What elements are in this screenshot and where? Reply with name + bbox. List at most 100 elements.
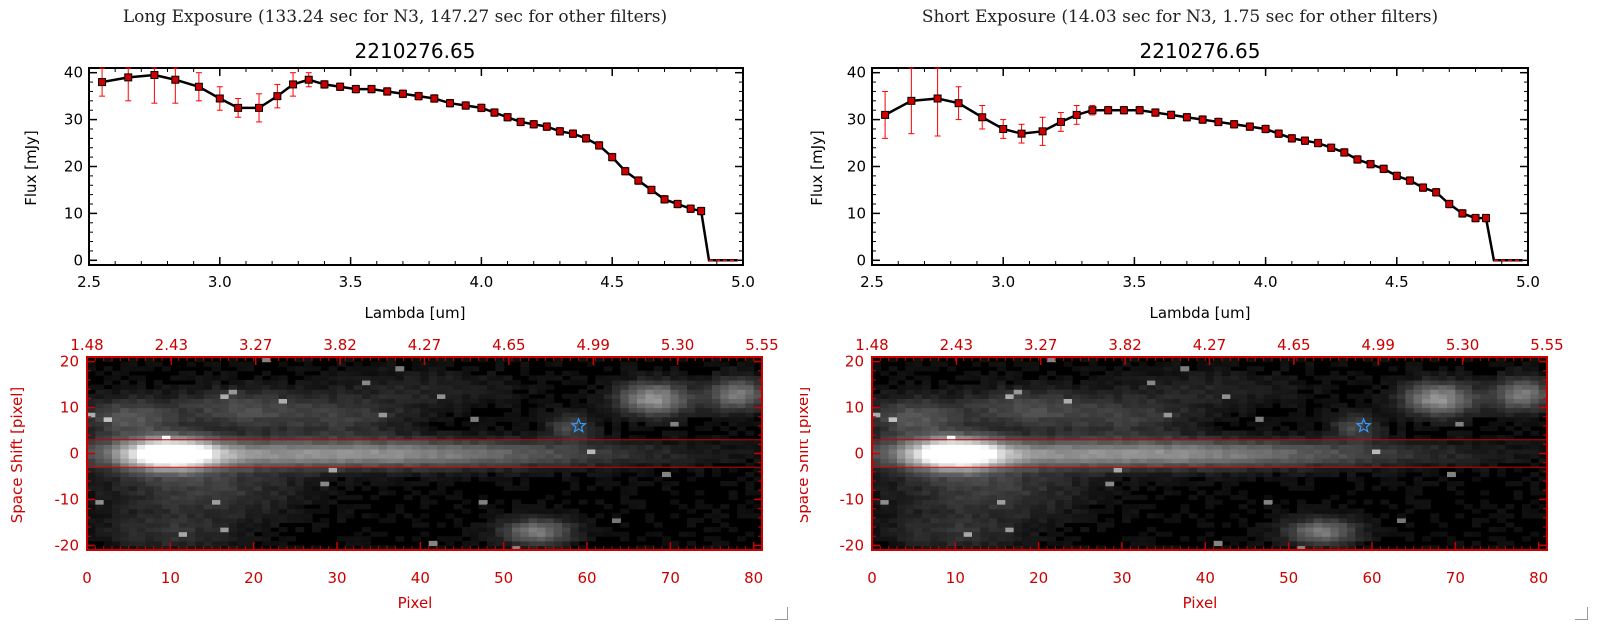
image-pixel [905,467,915,473]
image-pixel [972,508,981,514]
image-pixel [203,522,213,528]
image-pixel [245,435,255,441]
image-pixel [737,416,746,422]
image-pixel [1088,453,1098,459]
image-pixel [670,545,680,551]
image-pixel [753,504,763,510]
image-pixel [328,421,338,427]
image-pixel [145,499,155,505]
image-pixel [980,439,990,445]
image-pixel [930,508,940,514]
data-point [1353,155,1362,164]
image-pixel [913,435,923,441]
image-pixel [453,430,463,436]
image-pixel [270,481,280,487]
image-pixel [628,490,638,496]
image-pixel [653,398,663,404]
image-pixel [453,467,463,473]
image-pixel [137,453,146,459]
image-pixel [1172,517,1181,524]
image-pixel [228,540,238,547]
image-pixel [1155,453,1165,459]
image-pixel [220,481,230,487]
image-pixel [228,435,238,441]
image-pixel [570,517,580,524]
image-pixel [345,476,355,482]
image-pixel [997,522,1006,528]
image-pixel [112,412,121,418]
image-pixel [1030,527,1040,533]
image-pixel [637,545,646,551]
image-pixel [1088,412,1098,418]
image-pixel [553,453,563,459]
image-pixel [1163,366,1173,372]
image-pixel [745,531,755,537]
image-pixel [195,485,205,491]
image-pixel [353,375,363,381]
image-pixel [603,448,613,455]
image-pixel [428,398,438,404]
image-pixel [537,513,546,519]
top-tick-label: 4.65 [492,336,525,354]
image-pixel [362,366,371,372]
image-pixel [947,481,956,487]
image-pixel [328,393,338,399]
image-pixel [245,490,255,496]
image-pixel [1213,416,1223,422]
image-pixel [1205,439,1215,445]
image-pixel [412,430,421,436]
image-pixel [112,490,121,496]
image-pixel [387,517,396,524]
image-pixel [1147,398,1156,404]
image-pixel [972,517,981,524]
image-pixel [495,425,505,432]
image-pixel [1122,384,1131,390]
image-pixel [362,448,371,455]
image-pixel [312,471,321,478]
image-pixel [1105,453,1115,459]
image-pixel [478,402,488,409]
image-pixel [1163,476,1173,482]
image-pixel [220,389,230,395]
image-pixel [872,435,881,441]
image-pixel [1055,462,1065,468]
image-pixel [1163,545,1173,551]
image-pixel [328,384,338,390]
image-pixel [872,481,881,487]
image-pixel [603,416,613,422]
image-pixel [170,407,180,413]
image-pixel [495,393,505,399]
resize-grip[interactable] [775,607,788,620]
image-pixel [412,458,421,464]
image-pixel [1055,389,1065,395]
image-pixel [905,485,915,491]
image-pixel [737,389,746,395]
image-pixel [203,545,213,551]
image-pixel [587,522,596,528]
image-pixel [178,540,188,547]
image-pixel [913,421,923,427]
data-point [304,75,313,84]
image-pixel [678,448,688,455]
image-pixel [87,366,96,372]
image-pixel [930,485,940,491]
image-pixel [972,490,981,496]
image-pixel [512,517,521,524]
image-pixel [1038,494,1048,501]
image-pixel [212,522,221,528]
image-pixel [1172,545,1181,551]
image-pixel [103,398,113,404]
image-pixel [1122,536,1131,542]
image-pixel [137,439,146,445]
image-pixel [87,545,96,551]
image-pixel [1138,494,1148,501]
image-pixel [520,430,530,436]
image-pixel [462,357,471,363]
image-pixel [1038,398,1048,404]
image-pixel [178,444,188,450]
image-pixel [595,467,605,473]
image-pixel [178,536,188,542]
image-pixel [1130,425,1140,432]
data-point [1198,115,1207,124]
image-pixel [1113,421,1123,427]
